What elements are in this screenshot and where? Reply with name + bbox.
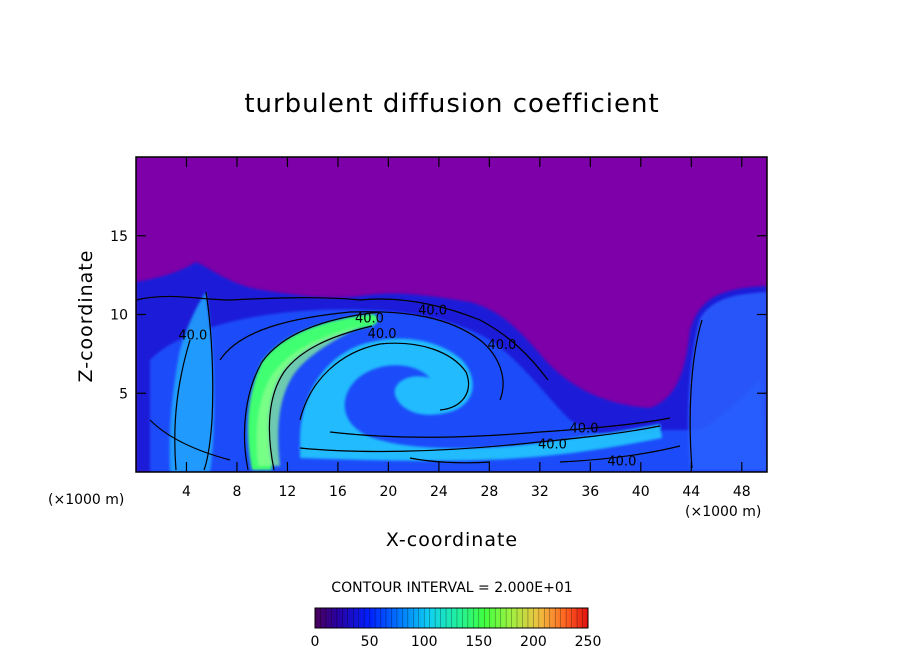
x-tick-label: 40 [632,484,650,500]
contour-labels: 40.040.040.040.040.040.040.040.0 [178,304,636,470]
high-value-band [247,314,378,470]
x-tick-label: 8 [232,484,241,500]
x-tick-label: 48 [733,484,751,500]
contour-label: 40.0 [488,338,517,353]
contour-label: 40.0 [570,422,599,437]
plot-area: 40.040.040.040.040.040.040.040.0 [136,157,767,472]
colorbar-tick-label: 250 [575,634,602,650]
x-unit-left: (×1000 m) [48,492,124,508]
x-unit-right: (×1000 m) [685,504,761,520]
x-tick-label: 12 [279,484,297,500]
contour-label: 40.0 [538,437,567,452]
x-tick-label: 24 [430,484,448,500]
contour-lines [136,291,703,471]
y-tick-label: 15 [110,229,128,245]
contour-line [149,419,231,461]
contour-label: 40.0 [607,455,636,470]
chart-title: turbulent diffusion coefficient [244,89,659,119]
contour-line [203,291,214,471]
x-ticks: 4 8 12 16 20 24 28 32 36 40 44 48 [182,157,751,500]
colorbar-ticks: 0 50 100 150 200 250 [311,634,602,650]
y-tick-label: 5 [119,386,128,402]
colorbar-tick-label: 200 [520,634,547,650]
contour-line [219,311,504,401]
contour-line [136,295,549,381]
x-tick-label: 16 [329,484,347,500]
contour-label: 40.0 [418,304,447,319]
contour-line [243,311,381,471]
x-tick-label: 36 [581,484,599,500]
x-axis-label: X-coordinate [386,529,518,551]
eddy-core [300,338,662,461]
colorbar-tick-label: 0 [311,634,320,650]
y-axis-label: Z-coordinate [75,250,97,383]
colorbar-tick-label: 50 [361,634,379,650]
contour-line [174,339,191,471]
x-tick-label: 44 [682,484,700,500]
y-tick-label: 10 [110,308,128,324]
high-value-band-core [256,326,360,466]
colorbar: 0 50 100 150 200 250 [311,607,602,650]
x-tick-label: 28 [480,484,498,500]
contour-line [559,445,681,463]
right-column [688,292,767,470]
colorbar-tick-label: 100 [411,634,438,650]
contour-line [329,417,671,438]
x-tick-label: 20 [379,484,397,500]
colorbar-lines [320,608,583,628]
contour-line [268,325,373,471]
x-tick-label: 4 [182,484,191,500]
contour-label: 40.0 [178,329,207,344]
contour-line [409,457,491,464]
contour-label: 40.0 [355,311,384,326]
y-ticks: 5 10 15 [110,229,767,402]
left-column [169,292,214,472]
contour-line [299,342,470,421]
contour-line [299,425,661,453]
colorbar-tick-label: 150 [465,634,492,650]
contour-label: 40.0 [368,327,397,342]
contour-interval: CONTOUR INTERVAL = 2.000E+01 [331,580,572,596]
colorbar-frame [314,607,589,629]
contour-line [689,319,703,469]
x-tick-label: 32 [531,484,549,500]
